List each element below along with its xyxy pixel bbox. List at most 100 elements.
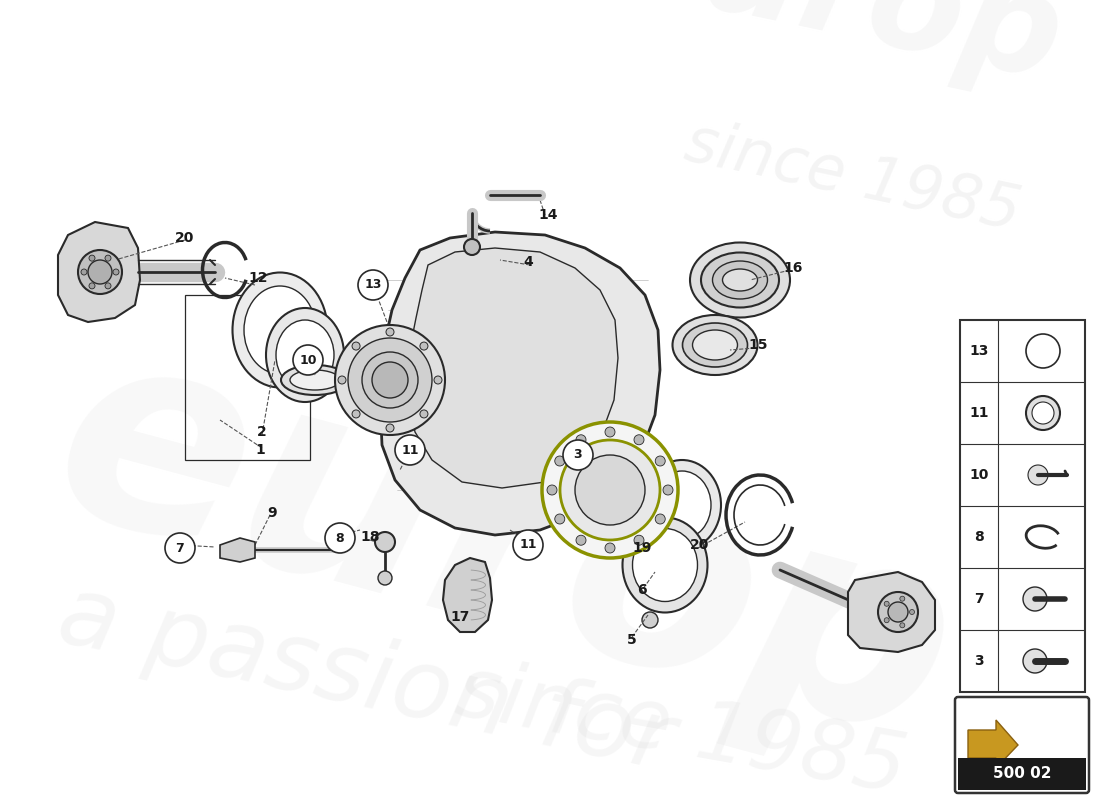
Text: 11: 11 [402, 443, 419, 457]
Circle shape [386, 328, 394, 336]
Circle shape [1032, 402, 1054, 424]
Ellipse shape [623, 518, 707, 613]
Text: a passion for: a passion for [50, 570, 682, 790]
Ellipse shape [701, 253, 779, 307]
Text: europ: europ [600, 0, 1075, 109]
Circle shape [104, 255, 111, 261]
Ellipse shape [232, 273, 328, 387]
Circle shape [888, 602, 907, 622]
Circle shape [352, 410, 360, 418]
Text: 16: 16 [783, 261, 803, 275]
Circle shape [634, 535, 643, 546]
Ellipse shape [644, 460, 721, 550]
Ellipse shape [276, 320, 334, 390]
Text: 8: 8 [975, 530, 983, 544]
Ellipse shape [713, 261, 768, 299]
Text: 3: 3 [975, 654, 983, 668]
Polygon shape [443, 558, 492, 632]
Circle shape [88, 260, 112, 284]
Circle shape [113, 269, 119, 275]
Text: 5: 5 [627, 633, 637, 647]
Ellipse shape [723, 269, 758, 291]
Polygon shape [379, 232, 660, 535]
Text: 10: 10 [299, 354, 317, 366]
Circle shape [434, 376, 442, 384]
Circle shape [656, 514, 666, 524]
Text: 500 02: 500 02 [992, 766, 1052, 782]
Text: 18: 18 [361, 530, 379, 544]
Circle shape [1026, 396, 1060, 430]
Circle shape [663, 485, 673, 495]
Circle shape [576, 434, 586, 445]
Circle shape [362, 352, 418, 408]
Text: 4: 4 [524, 255, 532, 269]
Ellipse shape [672, 315, 758, 375]
Text: 11: 11 [969, 406, 989, 420]
Circle shape [656, 456, 666, 466]
Text: 8: 8 [336, 531, 344, 545]
Ellipse shape [690, 242, 790, 318]
Polygon shape [58, 222, 140, 322]
FancyBboxPatch shape [958, 758, 1086, 790]
Text: 7: 7 [975, 592, 983, 606]
Circle shape [634, 434, 643, 445]
Circle shape [554, 456, 564, 466]
Circle shape [336, 325, 446, 435]
Text: 12: 12 [249, 271, 267, 285]
Ellipse shape [280, 365, 349, 395]
Circle shape [884, 602, 889, 606]
Circle shape [104, 283, 111, 289]
Ellipse shape [632, 529, 697, 602]
Circle shape [910, 610, 914, 614]
Circle shape [547, 485, 557, 495]
Ellipse shape [266, 308, 344, 402]
Ellipse shape [290, 370, 340, 390]
FancyBboxPatch shape [955, 697, 1089, 793]
Ellipse shape [693, 330, 737, 360]
Circle shape [338, 376, 346, 384]
Circle shape [395, 435, 425, 465]
Text: 10: 10 [969, 468, 989, 482]
Circle shape [513, 530, 543, 560]
Text: since 1985: since 1985 [680, 114, 1026, 243]
Circle shape [1023, 649, 1047, 673]
Polygon shape [848, 572, 935, 652]
Text: 3: 3 [574, 449, 582, 462]
Text: 13: 13 [364, 278, 382, 291]
Circle shape [348, 338, 432, 422]
Text: 17: 17 [450, 610, 470, 624]
Text: 9: 9 [267, 506, 277, 520]
Circle shape [576, 535, 586, 546]
Circle shape [78, 250, 122, 294]
Circle shape [372, 362, 408, 398]
Circle shape [324, 523, 355, 553]
Text: 20: 20 [691, 538, 710, 552]
Circle shape [605, 427, 615, 437]
Circle shape [575, 455, 645, 525]
Circle shape [1028, 465, 1048, 485]
Text: 19: 19 [632, 541, 651, 555]
Text: europ: europ [30, 302, 981, 798]
FancyBboxPatch shape [960, 320, 1085, 692]
Circle shape [884, 618, 889, 622]
Text: 6: 6 [637, 583, 647, 597]
Ellipse shape [244, 286, 316, 374]
Circle shape [1023, 587, 1047, 611]
Text: 7: 7 [176, 542, 185, 554]
Circle shape [293, 345, 323, 375]
Circle shape [563, 440, 593, 470]
Ellipse shape [682, 323, 748, 367]
Circle shape [542, 422, 678, 558]
Circle shape [358, 270, 388, 300]
Polygon shape [408, 248, 618, 488]
Circle shape [165, 533, 195, 563]
Circle shape [878, 592, 918, 632]
Circle shape [352, 342, 360, 350]
Ellipse shape [653, 471, 711, 539]
Circle shape [375, 532, 395, 552]
Text: 14: 14 [538, 208, 558, 222]
Text: 11: 11 [519, 538, 537, 551]
Text: 15: 15 [748, 338, 768, 352]
Circle shape [81, 269, 87, 275]
Text: 2: 2 [257, 425, 267, 439]
